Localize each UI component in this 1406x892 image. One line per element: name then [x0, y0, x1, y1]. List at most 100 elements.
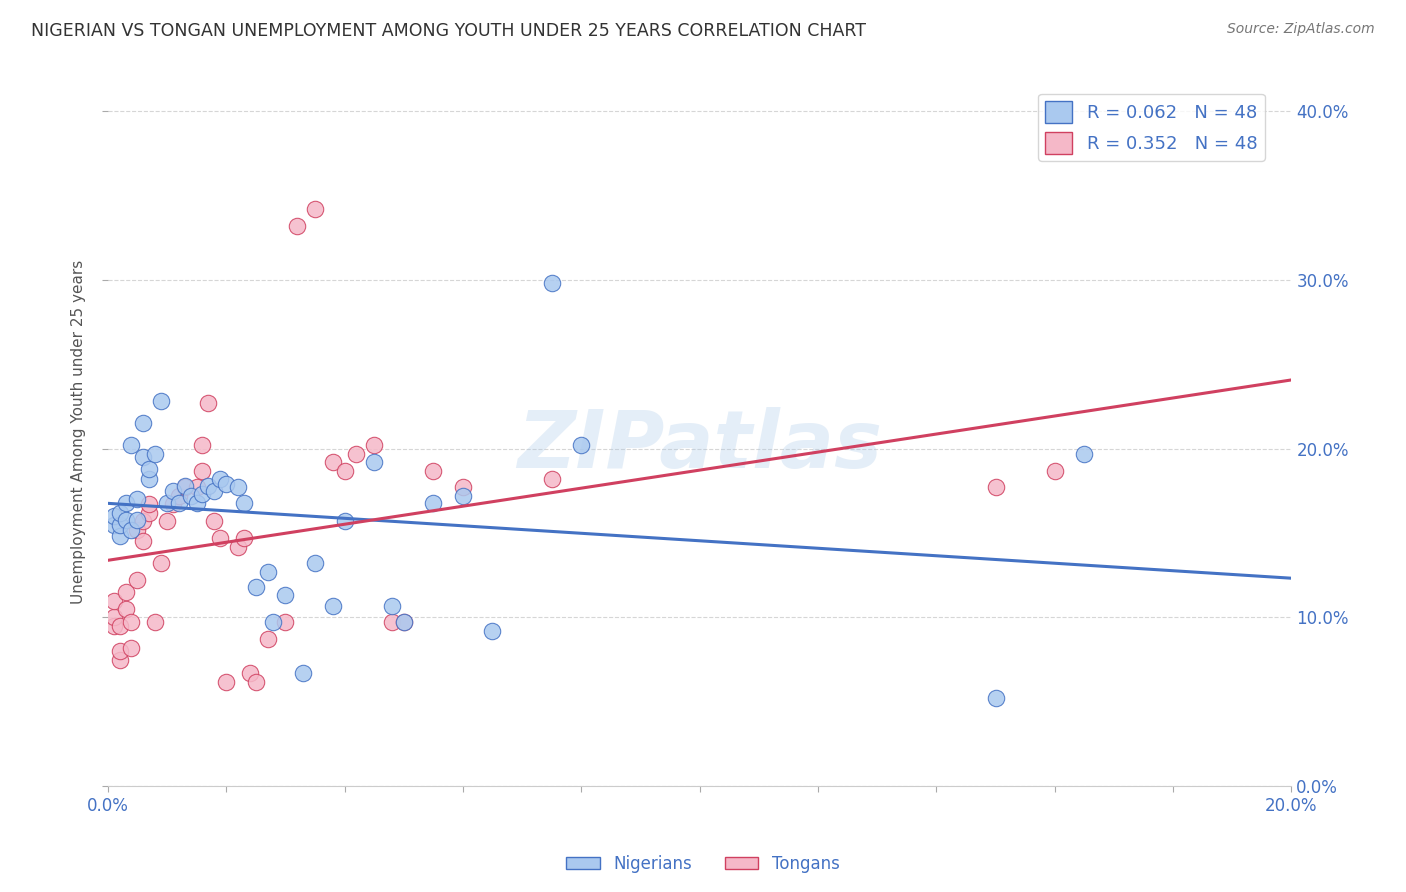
Point: [120, 615, 142, 630]
Point: [333, 464, 356, 478]
Point: [481, 624, 503, 638]
Point: [114, 496, 136, 510]
Point: [256, 565, 278, 579]
Point: [138, 506, 160, 520]
Point: [245, 674, 267, 689]
Point: [274, 589, 297, 603]
Point: [451, 480, 474, 494]
Point: [215, 477, 238, 491]
Point: [285, 219, 308, 233]
Point: [108, 652, 131, 666]
Point: [127, 523, 149, 537]
Text: ZIPatlas: ZIPatlas: [517, 407, 882, 485]
Point: [108, 619, 131, 633]
Point: [209, 472, 232, 486]
Point: [215, 674, 238, 689]
Point: [381, 599, 404, 613]
Point: [274, 615, 297, 630]
Point: [138, 462, 160, 476]
Point: [984, 691, 1007, 706]
Y-axis label: Unemployment Among Youth under 25 years: Unemployment Among Youth under 25 years: [72, 260, 86, 604]
Point: [191, 487, 214, 501]
Point: [103, 619, 125, 633]
Point: [132, 417, 155, 431]
Point: [569, 438, 592, 452]
Point: [138, 497, 160, 511]
Point: [114, 585, 136, 599]
Point: [156, 514, 179, 528]
Point: [138, 472, 160, 486]
Point: [209, 531, 232, 545]
Point: [191, 464, 214, 478]
Point: [143, 447, 166, 461]
Point: [108, 506, 131, 520]
Point: [167, 489, 190, 503]
Point: [127, 492, 149, 507]
Point: [363, 438, 385, 452]
Point: [162, 483, 184, 498]
Point: [150, 394, 173, 409]
Point: [322, 599, 344, 613]
Point: [292, 666, 315, 681]
Point: [120, 438, 142, 452]
Point: [120, 640, 142, 655]
Point: [232, 531, 254, 545]
Point: [103, 517, 125, 532]
Point: [422, 496, 444, 510]
Point: [167, 496, 190, 510]
Point: [186, 496, 208, 510]
Point: [322, 455, 344, 469]
Point: [202, 514, 225, 528]
Point: [422, 464, 444, 478]
Point: [108, 517, 131, 532]
Point: [132, 534, 155, 549]
Point: [114, 512, 136, 526]
Point: [304, 202, 326, 216]
Point: [108, 529, 131, 543]
Point: [1043, 464, 1066, 478]
Point: [197, 396, 219, 410]
Point: [304, 557, 326, 571]
Point: [173, 480, 195, 494]
Point: [232, 496, 254, 510]
Text: Source: ZipAtlas.com: Source: ZipAtlas.com: [1227, 22, 1375, 37]
Point: [202, 483, 225, 498]
Point: [381, 615, 404, 630]
Point: [245, 580, 267, 594]
Point: [191, 438, 214, 452]
Point: [263, 615, 285, 630]
Point: [197, 479, 219, 493]
Legend: R = 0.062   N = 48, R = 0.352   N = 48: R = 0.062 N = 48, R = 0.352 N = 48: [1038, 94, 1264, 161]
Point: [103, 593, 125, 607]
Point: [180, 489, 202, 503]
Point: [103, 509, 125, 524]
Point: [108, 644, 131, 658]
Point: [540, 277, 562, 291]
Point: [984, 480, 1007, 494]
Point: [143, 615, 166, 630]
Point: [226, 480, 249, 494]
Point: [344, 447, 367, 461]
Point: [127, 512, 149, 526]
Point: [114, 602, 136, 616]
Point: [256, 632, 278, 647]
Point: [173, 479, 195, 493]
Point: [103, 610, 125, 624]
Point: [333, 514, 356, 528]
Point: [392, 615, 415, 630]
Point: [392, 615, 415, 630]
Point: [156, 496, 179, 510]
Point: [162, 497, 184, 511]
Point: [239, 666, 262, 681]
Point: [132, 450, 155, 464]
Point: [451, 489, 474, 503]
Legend: Nigerians, Tongans: Nigerians, Tongans: [560, 848, 846, 880]
Point: [226, 540, 249, 554]
Point: [150, 557, 173, 571]
Point: [132, 514, 155, 528]
Point: [540, 472, 562, 486]
Point: [363, 455, 385, 469]
Point: [186, 480, 208, 494]
Text: NIGERIAN VS TONGAN UNEMPLOYMENT AMONG YOUTH UNDER 25 YEARS CORRELATION CHART: NIGERIAN VS TONGAN UNEMPLOYMENT AMONG YO…: [31, 22, 866, 40]
Point: [120, 523, 142, 537]
